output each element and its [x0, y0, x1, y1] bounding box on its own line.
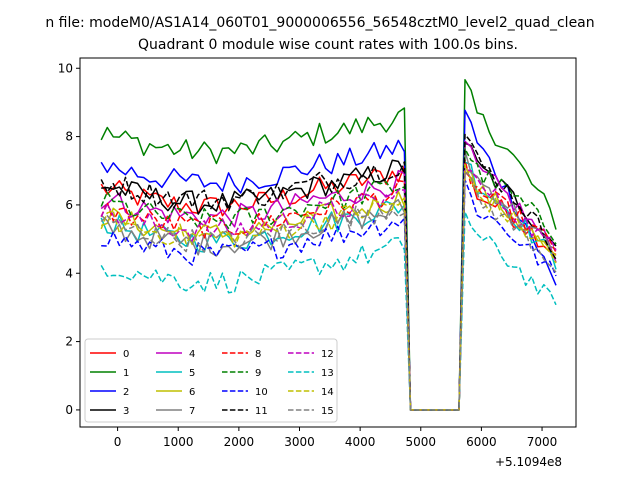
series-line-10: [101, 179, 557, 411]
legend-label-14: 14: [321, 387, 334, 398]
legend-label-8: 8: [255, 349, 261, 360]
series-line-8: [100, 159, 557, 411]
series-line-11: [100, 133, 557, 411]
legend-label-0: 0: [123, 349, 129, 360]
x-tick-label: 4000: [345, 435, 376, 449]
chart-title: Quadrant 0 module wise count rates with …: [138, 37, 518, 53]
legend-label-3: 3: [123, 406, 129, 417]
legend-label-11: 11: [255, 406, 268, 417]
legend-label-7: 7: [189, 406, 195, 417]
x-tick-label: 7000: [527, 435, 558, 449]
y-tick-label: 4: [65, 266, 73, 280]
x-tick-label: 2000: [224, 435, 255, 449]
y-tick-label: 10: [58, 61, 73, 75]
legend-label-15: 15: [321, 406, 334, 417]
series-line-1: [100, 78, 557, 411]
legend-label-12: 12: [321, 349, 334, 360]
plot-frame: [79, 57, 577, 428]
legend-label-10: 10: [255, 387, 268, 398]
legend-label-4: 4: [189, 349, 195, 360]
x-offset-label: +5.1094e8: [495, 455, 562, 469]
x-axis: 0 1000 2000 3000 4000 5000 6000 7000: [114, 427, 558, 449]
x-tick-label: 6000: [466, 435, 497, 449]
figure-suptitle: n file: modeM0/AS1A14_060T01_9000006556_…: [45, 15, 594, 31]
y-tick-label: 6: [65, 198, 73, 212]
x-tick-label: 5000: [405, 435, 436, 449]
legend-label-1: 1: [123, 368, 129, 379]
y-tick-label: 0: [65, 403, 73, 417]
series-line-12: [100, 168, 557, 411]
legend-label-13: 13: [321, 368, 334, 379]
x-tick-label: 1000: [163, 435, 194, 449]
series-line-9: [100, 148, 557, 411]
x-tick-label: 0: [114, 435, 122, 449]
series-line-7: [100, 150, 557, 411]
legend-label-2: 2: [123, 387, 129, 398]
series-line-13: [100, 211, 557, 411]
series-line-3: [101, 142, 557, 411]
legend-label-9: 9: [255, 368, 261, 379]
y-tick-label: 2: [65, 335, 73, 349]
series-line-5: [100, 161, 557, 411]
legend-label-6: 6: [189, 387, 195, 398]
series-line-15: [100, 170, 557, 411]
y-axis: 0 2 4 6 8 10: [58, 61, 80, 417]
y-tick-label: 8: [65, 130, 73, 144]
series-layer: [100, 78, 557, 411]
series-line-4: [100, 140, 557, 411]
legend-box: [84, 338, 338, 423]
series-line-2: [100, 109, 557, 411]
legend-label-5: 5: [189, 368, 195, 379]
x-tick-label: 3000: [284, 435, 315, 449]
